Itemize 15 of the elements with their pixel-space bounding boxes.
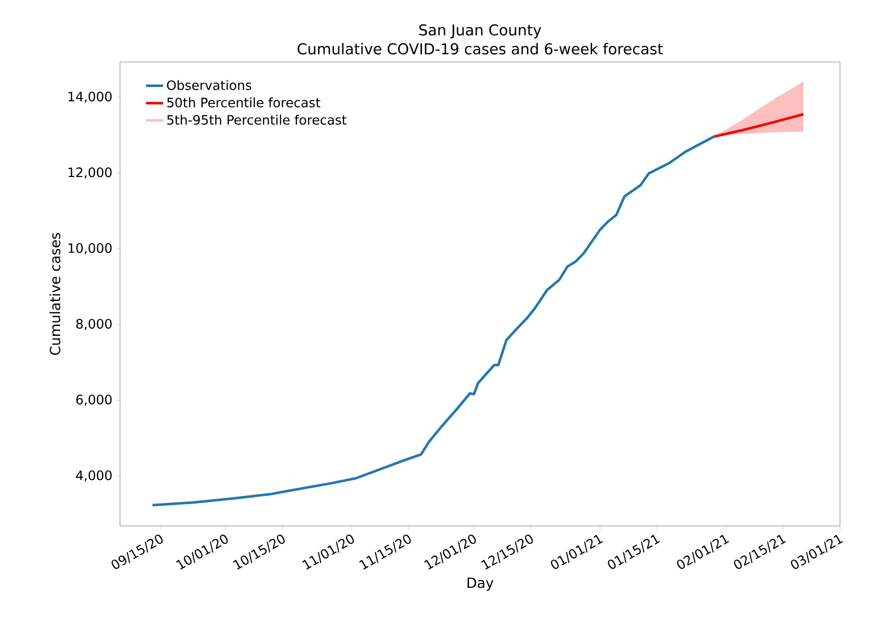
legend-label: 50th Percentile forecast bbox=[167, 97, 320, 108]
line-series bbox=[712, 113, 805, 138]
annotation: 5th-95th Percentile forecast bbox=[167, 114, 346, 125]
y-tick-label: 14,000 bbox=[68, 92, 112, 103]
y-tick-label: 12,000 bbox=[68, 167, 112, 179]
y-tick-label: 6,000 bbox=[76, 394, 112, 406]
line-series bbox=[151, 135, 716, 506]
legend-label: Observations bbox=[167, 80, 252, 90]
chart-subtitle: Cumulative COVID-19 cases and 6-week forecast bbox=[298, 42, 663, 54]
y-axis-title: Cumulative cases bbox=[50, 232, 60, 355]
x-axis-title: Day bbox=[468, 578, 494, 591]
y-tick-label: 10,000 bbox=[68, 243, 112, 254]
chart-title: San Juan County bbox=[419, 24, 542, 38]
y-tick-label: 4,000 bbox=[76, 470, 112, 482]
y-tick-label: 8,000 bbox=[76, 318, 112, 330]
